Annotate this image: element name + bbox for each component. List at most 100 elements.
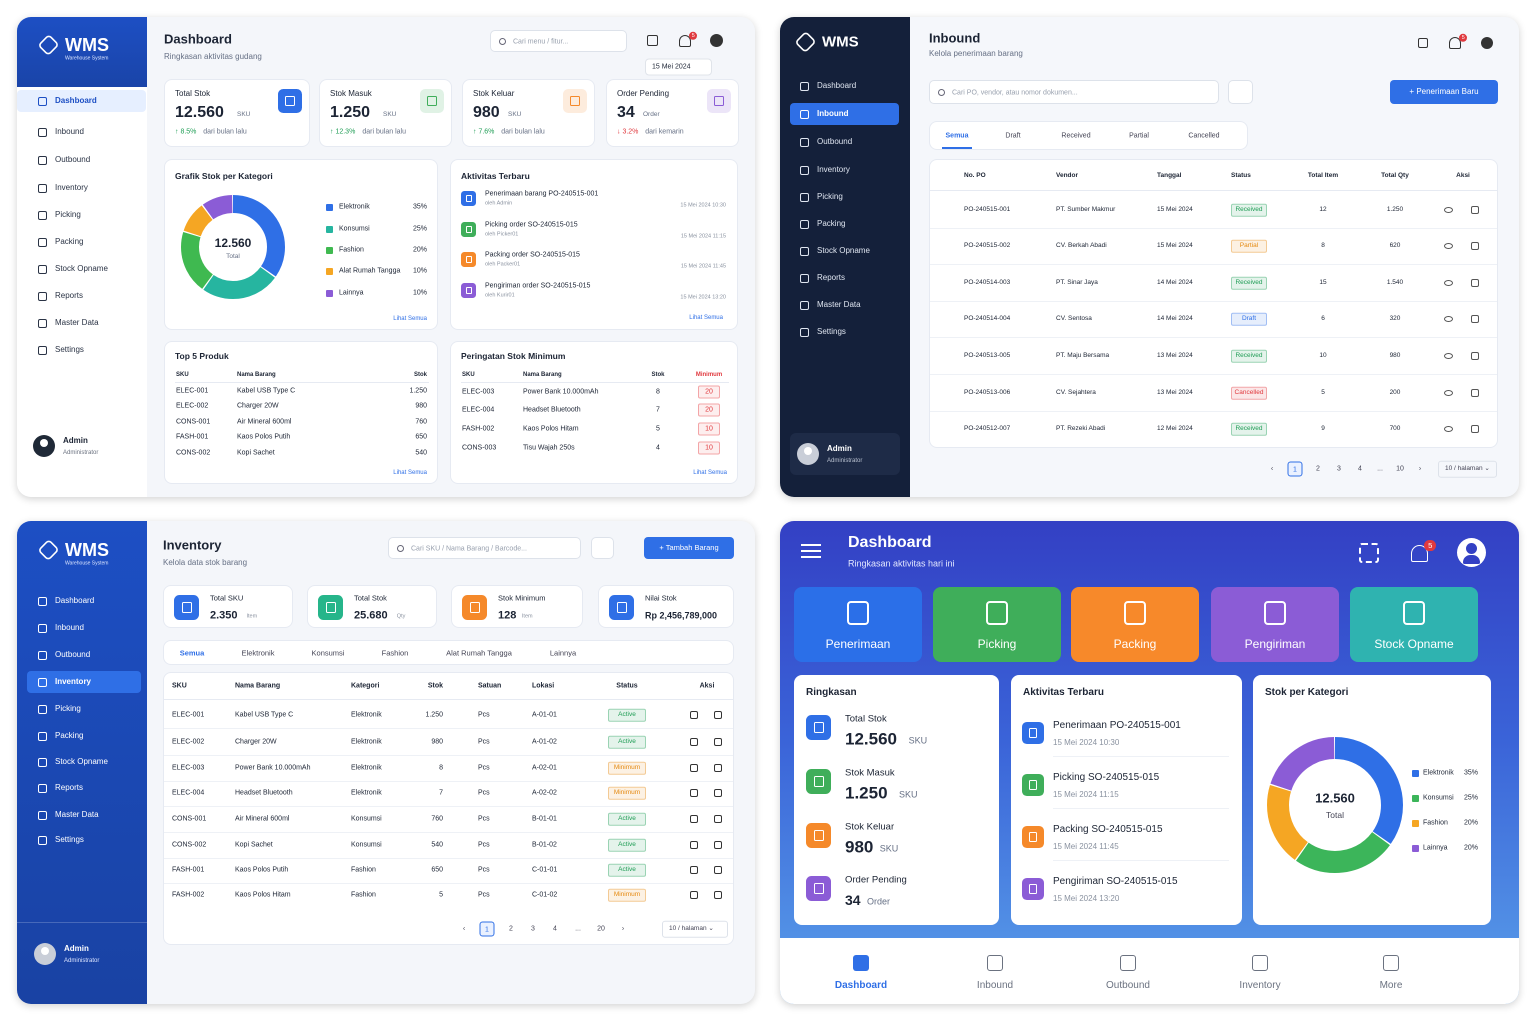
menu-item[interactable]: Packing <box>817 219 846 228</box>
nav-icon[interactable] <box>1120 955 1136 971</box>
menu-item[interactable]: Settings <box>817 327 846 336</box>
icon[interactable] <box>38 291 47 301</box>
page-button[interactable]: ... <box>1377 465 1383 473</box>
page-button[interactable]: ‹ <box>462 925 466 933</box>
nav-label[interactable]: Inbound <box>976 980 1014 991</box>
nav-label[interactable]: More <box>1379 980 1403 991</box>
icon[interactable] <box>38 596 47 606</box>
icon[interactable] <box>714 789 722 797</box>
icon[interactable] <box>690 789 698 797</box>
icon[interactable] <box>690 891 698 899</box>
icon[interactable] <box>38 183 47 193</box>
icon[interactable] <box>38 783 47 793</box>
icon[interactable] <box>800 137 809 147</box>
page-button[interactable]: 3 <box>1337 465 1341 473</box>
action-tile[interactable]: Penerimaan <box>794 587 922 662</box>
tab[interactable]: Cancelled <box>1188 132 1220 140</box>
icon[interactable] <box>690 764 698 772</box>
icon[interactable] <box>690 841 698 849</box>
menu-item[interactable]: Inventory <box>55 183 88 192</box>
icon[interactable] <box>714 764 722 772</box>
menu-item[interactable]: Picking <box>55 704 81 713</box>
icon[interactable] <box>38 650 47 660</box>
menu-item[interactable]: Inventory <box>817 165 850 174</box>
tab[interactable]: Elektronik <box>241 648 275 658</box>
icon[interactable] <box>38 96 47 106</box>
tab[interactable]: Konsumsi <box>311 648 345 658</box>
see-all-link[interactable]: Lihat Semua <box>393 470 427 476</box>
menu-item[interactable]: Inbound <box>55 623 84 632</box>
menu-item[interactable]: Stock Opname <box>817 246 870 255</box>
icon[interactable] <box>1471 425 1479 433</box>
icon[interactable] <box>38 623 47 633</box>
page-button[interactable]: 3 <box>531 925 535 933</box>
action-tile[interactable]: Pengiriman <box>1211 587 1339 662</box>
primary-button[interactable]: + Penerimaan Baru <box>1390 80 1498 104</box>
tab[interactable]: Alat Rumah Tangga <box>446 648 512 658</box>
view-button[interactable] <box>1444 353 1453 359</box>
icon[interactable] <box>800 219 809 229</box>
icon[interactable] <box>800 273 809 283</box>
avatar[interactable] <box>1457 538 1486 567</box>
notification-bell[interactable]: 5 <box>1410 539 1437 562</box>
menu-item[interactable]: Master Data <box>55 810 99 819</box>
see-all-link[interactable]: Lihat Semua <box>689 315 723 321</box>
menu-item[interactable]: Dashboard <box>55 96 97 105</box>
icon[interactable] <box>1471 389 1479 397</box>
page-button[interactable]: 4 <box>553 925 557 933</box>
icon[interactable] <box>38 731 47 741</box>
menu-item[interactable]: Picking <box>55 210 81 219</box>
menu-item[interactable]: Dashboard <box>817 81 857 90</box>
action-tile[interactable]: Packing <box>1071 587 1199 662</box>
per-page[interactable]: 10 / halaman ⌄ <box>1438 460 1497 478</box>
icon[interactable] <box>1471 352 1479 360</box>
nav-icon[interactable] <box>1252 955 1268 971</box>
icon[interactable] <box>800 300 809 310</box>
view-button[interactable] <box>1444 426 1453 432</box>
menu-item[interactable]: Outbound <box>55 155 91 164</box>
view-button[interactable] <box>1444 390 1453 396</box>
tab[interactable]: Fashion <box>381 648 409 658</box>
icon[interactable] <box>1471 279 1479 287</box>
page-button[interactable]: › <box>1418 465 1422 473</box>
date-picker[interactable]: 15 Mei 2024 <box>645 58 712 76</box>
avatar[interactable] <box>1481 37 1493 49</box>
icon[interactable] <box>800 81 809 91</box>
avatar[interactable] <box>710 34 723 47</box>
tab[interactable]: Received <box>1061 132 1091 140</box>
menu-item[interactable]: Settings <box>55 835 84 844</box>
page-button[interactable]: 20 <box>597 925 605 933</box>
icon[interactable] <box>1471 315 1479 323</box>
icon[interactable] <box>1471 242 1479 250</box>
per-page[interactable]: 10 / halaman ⌄ <box>662 920 728 938</box>
menu-item[interactable]: Reports <box>817 273 846 282</box>
tab[interactable]: Semua <box>179 648 205 658</box>
page-button[interactable]: 1 <box>479 921 495 937</box>
icon[interactable] <box>38 155 47 165</box>
page-button[interactable]: ... <box>575 925 581 933</box>
tab[interactable]: Semua <box>945 132 969 140</box>
view-button[interactable] <box>1444 316 1453 322</box>
view-button[interactable] <box>1444 280 1453 286</box>
menu-item[interactable]: Inbound <box>55 127 84 136</box>
icon[interactable] <box>38 677 47 687</box>
menu-item[interactable]: Outbound <box>55 650 91 659</box>
menu-button[interactable] <box>801 550 821 552</box>
nav-label[interactable]: Dashboard <box>834 980 888 991</box>
icon[interactable] <box>38 210 47 220</box>
menu-item[interactable]: Settings <box>55 345 84 354</box>
nav-icon[interactable] <box>1383 955 1399 971</box>
icon[interactable] <box>714 891 722 899</box>
menu-item[interactable]: Inventory <box>55 677 92 686</box>
search-box[interactable]: Cari PO, vendor, atau nomor dokumen... <box>929 80 1219 104</box>
icon[interactable] <box>38 264 47 274</box>
see-all-link[interactable]: Lihat Semua <box>393 316 427 322</box>
icon[interactable] <box>714 841 722 849</box>
page-button[interactable]: 2 <box>509 925 513 933</box>
icon[interactable] <box>690 711 698 719</box>
icon[interactable] <box>38 757 47 767</box>
icon[interactable] <box>714 738 722 746</box>
icon[interactable] <box>38 810 47 820</box>
nav-label[interactable]: Outbound <box>1106 980 1150 991</box>
icon[interactable] <box>690 866 698 874</box>
